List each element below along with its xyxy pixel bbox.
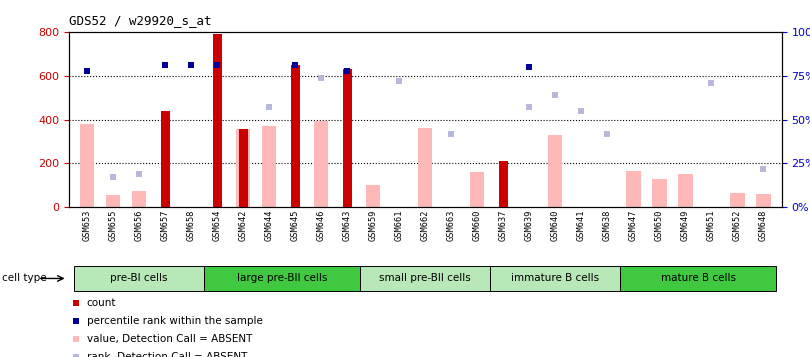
Bar xyxy=(236,130,250,207)
Bar xyxy=(132,191,147,207)
Text: value, Detection Call = ABSENT: value, Detection Call = ABSENT xyxy=(87,334,252,344)
Text: GSM648: GSM648 xyxy=(759,210,768,241)
Text: GSM646: GSM646 xyxy=(317,210,326,241)
Bar xyxy=(74,266,204,291)
Text: GSM653: GSM653 xyxy=(83,210,92,241)
Text: GDS52 / w29920_s_at: GDS52 / w29920_s_at xyxy=(69,14,211,27)
Bar xyxy=(314,121,328,207)
Text: GSM642: GSM642 xyxy=(239,210,248,241)
Bar xyxy=(620,266,777,291)
Bar xyxy=(291,65,300,207)
Bar xyxy=(160,111,169,207)
Text: small pre-BII cells: small pre-BII cells xyxy=(379,273,471,283)
Bar xyxy=(652,178,667,207)
Text: GSM657: GSM657 xyxy=(160,210,169,241)
Bar xyxy=(418,128,433,207)
Bar xyxy=(548,135,562,207)
Text: GSM639: GSM639 xyxy=(525,210,534,241)
Bar xyxy=(757,194,770,207)
Bar xyxy=(106,195,120,207)
Text: GSM662: GSM662 xyxy=(420,210,430,241)
Text: GSM644: GSM644 xyxy=(265,210,274,241)
Bar xyxy=(626,171,641,207)
Text: immature B cells: immature B cells xyxy=(511,273,599,283)
Bar xyxy=(212,34,222,207)
Text: GSM654: GSM654 xyxy=(213,210,222,241)
Bar xyxy=(731,193,744,207)
Bar xyxy=(678,174,693,207)
Text: GSM658: GSM658 xyxy=(186,210,196,241)
Bar xyxy=(490,266,620,291)
Text: rank, Detection Call = ABSENT: rank, Detection Call = ABSENT xyxy=(87,352,247,357)
Bar xyxy=(470,172,484,207)
Text: GSM649: GSM649 xyxy=(681,210,690,241)
Text: GSM660: GSM660 xyxy=(473,210,482,241)
Text: GSM661: GSM661 xyxy=(394,210,403,241)
Text: GSM638: GSM638 xyxy=(603,210,612,241)
Bar xyxy=(204,266,360,291)
Text: GSM637: GSM637 xyxy=(499,210,508,241)
Text: GSM647: GSM647 xyxy=(629,210,637,241)
Text: GSM659: GSM659 xyxy=(369,210,377,241)
Text: GSM663: GSM663 xyxy=(447,210,456,241)
Bar xyxy=(366,185,381,207)
Text: GSM650: GSM650 xyxy=(654,210,664,241)
Text: GSM652: GSM652 xyxy=(733,210,742,241)
Bar xyxy=(499,161,508,207)
Text: cell type: cell type xyxy=(2,273,47,283)
Bar xyxy=(262,126,276,207)
Text: percentile rank within the sample: percentile rank within the sample xyxy=(87,316,262,326)
Text: large pre-BII cells: large pre-BII cells xyxy=(237,273,327,283)
Text: GSM645: GSM645 xyxy=(291,210,300,241)
Bar xyxy=(239,130,248,207)
Text: GSM640: GSM640 xyxy=(551,210,560,241)
Text: pre-BI cells: pre-BI cells xyxy=(110,273,168,283)
Bar xyxy=(360,266,490,291)
Text: GSM643: GSM643 xyxy=(343,210,352,241)
Bar xyxy=(80,124,94,207)
Text: GSM651: GSM651 xyxy=(707,210,716,241)
Text: GSM655: GSM655 xyxy=(109,210,117,241)
Text: count: count xyxy=(87,298,116,308)
Text: GSM656: GSM656 xyxy=(134,210,143,241)
Bar xyxy=(343,69,352,207)
Text: mature B cells: mature B cells xyxy=(661,273,736,283)
Text: GSM641: GSM641 xyxy=(577,210,586,241)
